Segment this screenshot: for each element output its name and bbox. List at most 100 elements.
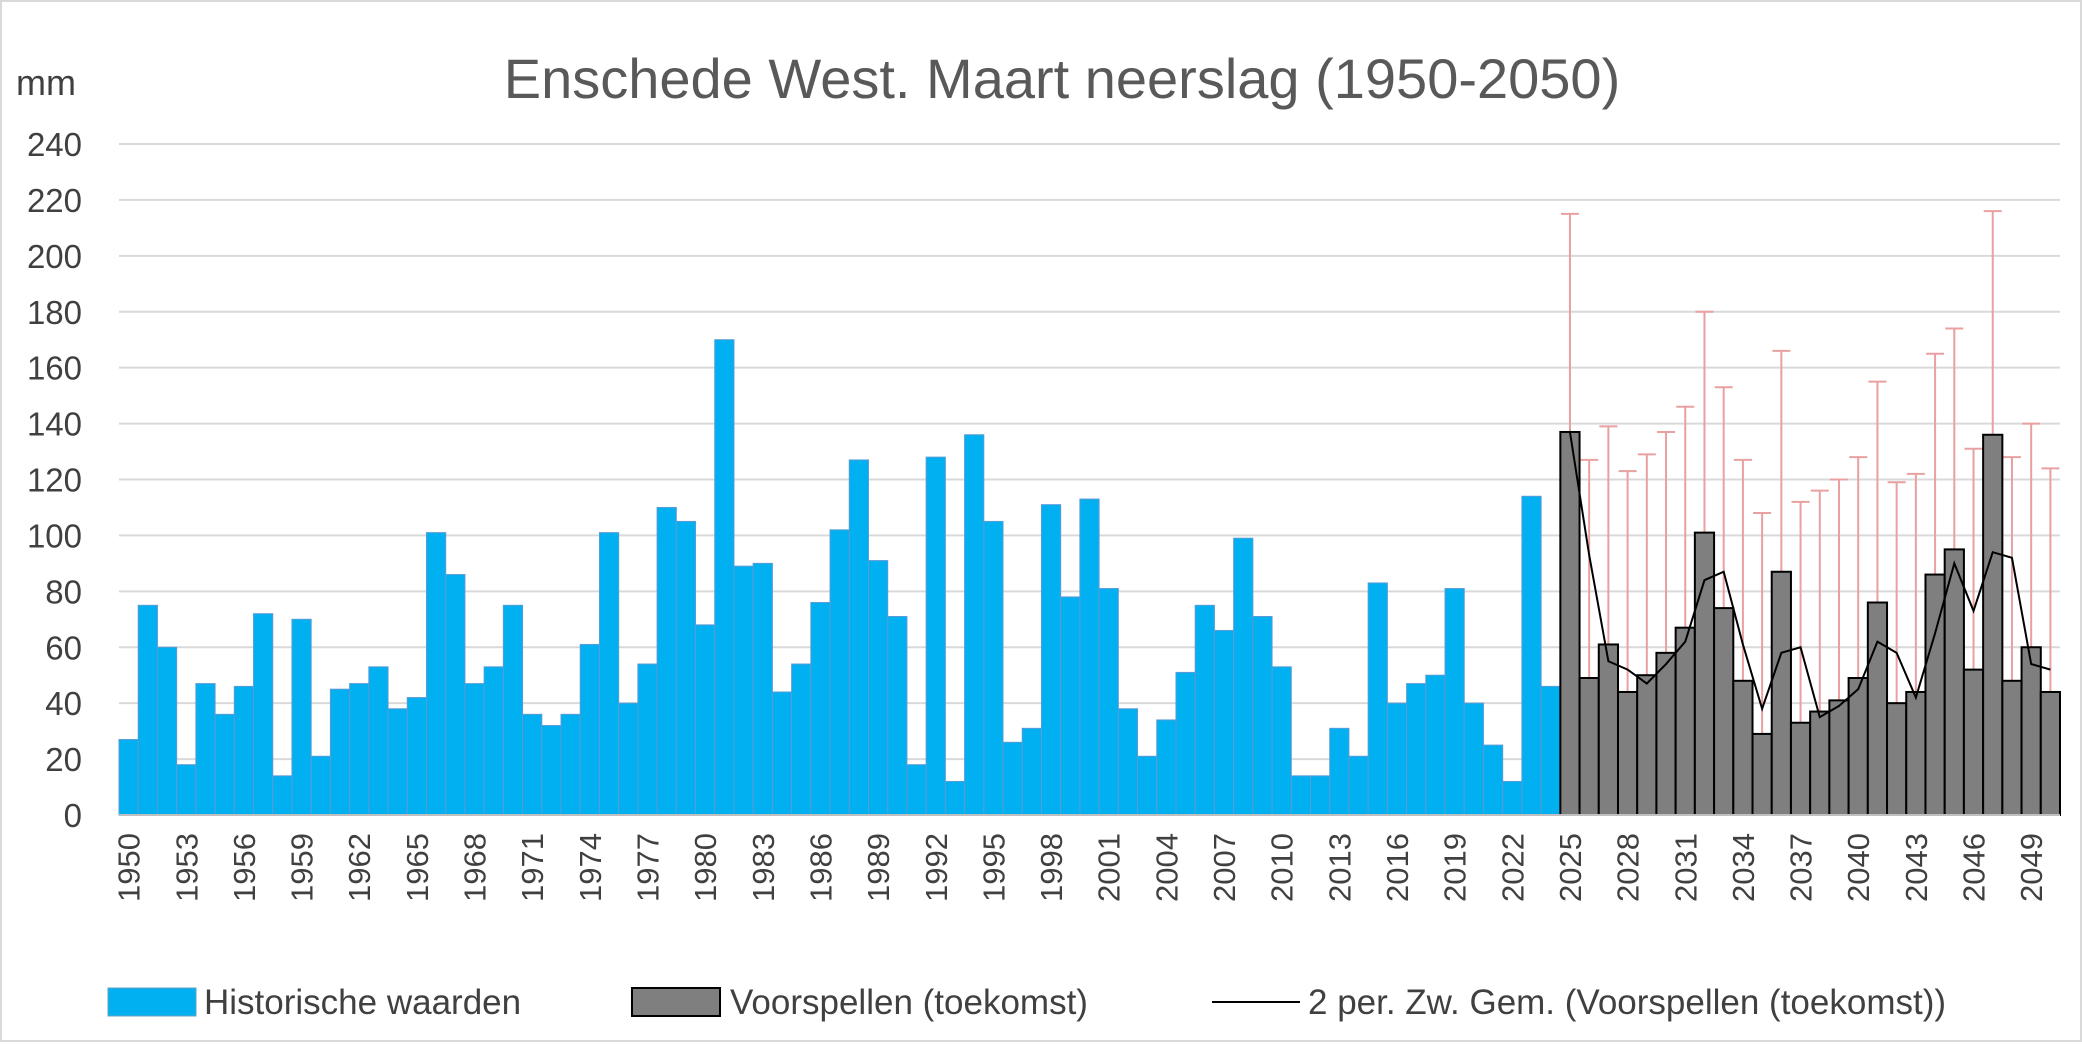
x-tick-label: 2010 [1265, 833, 1300, 902]
historical-bar [906, 764, 927, 816]
x-tick-label: 1962 [342, 833, 377, 902]
forecast-bar [1770, 570, 1792, 817]
forecast-bar [2039, 690, 2062, 817]
historical-bar [1521, 495, 1542, 816]
forecast-bar [1732, 679, 1754, 816]
x-tick-label: 2049 [2014, 833, 2049, 902]
x-tick-label: 1953 [169, 833, 204, 902]
historical-bar [752, 562, 773, 816]
historical-bar [1117, 708, 1139, 816]
historical-bar [156, 646, 178, 816]
x-tick-label: 2013 [1322, 833, 1357, 902]
historical-bar [598, 532, 620, 816]
y-tick-label: 40 [45, 685, 82, 722]
x-tick-label: 1998 [1034, 833, 1069, 902]
historical-bar [1444, 588, 1465, 816]
historical-bar [214, 713, 235, 816]
forecast-bar [1636, 674, 1658, 816]
historical-bar [406, 697, 427, 816]
historical-bar [1386, 702, 1408, 816]
historical-bar [1002, 741, 1023, 816]
x-tick-label: 2043 [1899, 833, 1934, 902]
historical-bar [944, 780, 966, 816]
historical-bar [195, 683, 216, 816]
historical-bar [983, 520, 1004, 816]
x-tick-label: 1995 [976, 833, 1011, 902]
legend-item-forecast: Voorspellen (toekomst) [631, 983, 1088, 1022]
historical-bar [1482, 744, 1504, 816]
historical-bar [829, 529, 850, 816]
forecast-bar [1751, 732, 1773, 817]
legend-label-historical: Historische waarden [204, 983, 521, 1022]
y-tick-label: 200 [27, 238, 82, 275]
forecast-bar [1674, 626, 1696, 816]
x-tick-label: 2046 [1957, 833, 1992, 902]
x-tick-label: 1992 [919, 833, 954, 902]
x-tick-label: 1989 [861, 833, 896, 902]
legend-item-historical: Historische waarden [107, 983, 521, 1022]
historical-bar [1252, 615, 1273, 816]
forecast-bar [1597, 643, 1619, 816]
y-tick-label: 160 [27, 350, 82, 387]
y-axis-unit-label: mm [16, 62, 76, 103]
historical-bar [810, 602, 831, 816]
forecast-bar [1655, 651, 1677, 817]
historical-bar [1194, 604, 1215, 816]
historical-bar [1060, 596, 1081, 816]
x-tick-label: 1977 [630, 833, 665, 902]
y-tick-label: 180 [27, 294, 82, 331]
forecast-bars [1559, 430, 2062, 817]
historical-bar [867, 560, 889, 816]
historical-bar [1213, 629, 1235, 816]
historical-bar [1463, 702, 1484, 816]
x-tick-label: 2001 [1092, 833, 1127, 902]
historical-bar [425, 532, 447, 816]
y-tick-label: 80 [45, 573, 82, 610]
x-tick-label: 1971 [515, 833, 550, 902]
x-tick-label: 2028 [1611, 833, 1646, 902]
forecast-bar [2001, 679, 2023, 816]
historical-bar [483, 666, 504, 816]
historical-bar [848, 459, 869, 816]
historical-bar [1290, 775, 1312, 816]
x-tick-label: 2034 [1726, 833, 1761, 902]
forecast-bar [2020, 646, 2042, 816]
x-tick-label: 1983 [746, 833, 781, 902]
y-tick-label: 140 [27, 406, 82, 443]
legend-swatch-historical [107, 987, 197, 1017]
x-tick-label: 1965 [400, 833, 435, 902]
historical-bar [1021, 727, 1042, 816]
historical-bar [1137, 755, 1158, 816]
y-tick-label: 120 [27, 462, 82, 499]
y-tick-label: 60 [45, 629, 82, 666]
historical-bar [329, 688, 351, 816]
x-tick-label: 1950 [112, 833, 147, 902]
historical-bar [618, 702, 639, 816]
historical-bar [310, 755, 331, 816]
historical-bar [791, 663, 812, 816]
y-tick-label: 20 [45, 741, 82, 778]
y-tick-label: 100 [27, 517, 82, 554]
x-tick-label: 1959 [285, 833, 320, 902]
forecast-bar [1616, 690, 1639, 817]
legend-label-moving-average: 2 per. Zw. Gem. (Voorspellen (toekomst)) [1308, 983, 1946, 1022]
forecast-bar [1809, 710, 1831, 816]
historical-bar [253, 613, 274, 816]
legend-item-moving-average: 2 per. Zw. Gem. (Voorspellen (toekomst)) [1212, 983, 1946, 1022]
forecast-bar [1693, 531, 1716, 817]
historical-bar [1425, 674, 1446, 816]
forecast-bar [1962, 668, 1985, 816]
historical-bar [637, 663, 658, 816]
historical-bar [887, 615, 908, 816]
historical-bar [560, 713, 581, 816]
historical-bar [387, 708, 408, 816]
historical-bar [272, 775, 293, 816]
legend: Historische waarden Voorspellen (toekoms… [107, 983, 1946, 1022]
historical-bar [233, 685, 255, 816]
historical-bar [1329, 727, 1350, 816]
x-tick-label: 1986 [803, 833, 838, 902]
y-tick-label: 240 [27, 126, 82, 163]
forecast-bar [1828, 699, 1850, 817]
historical-bar [118, 739, 139, 816]
